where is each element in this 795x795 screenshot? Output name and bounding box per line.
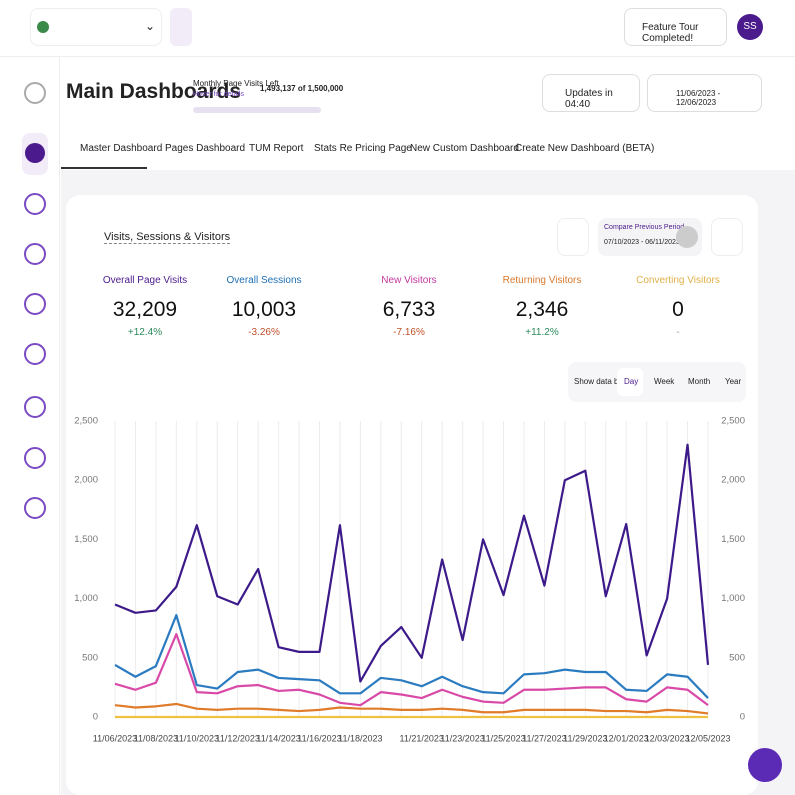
nav-icon[interactable] — [24, 193, 46, 215]
y2-tick-label: 0 — [740, 712, 745, 723]
x-tick-label: 12/05/2023 — [685, 733, 730, 743]
nav-icon[interactable] — [24, 243, 46, 265]
metric: Returning Visitors 2,346 +11.2% — [482, 275, 602, 338]
metric-change: +11.2% — [525, 327, 559, 338]
tab[interactable]: New Custom Dashboard — [410, 143, 519, 154]
quota-hint[interactable]: Hover for details — [193, 91, 244, 98]
tab[interactable]: Stats Re Pricing Page — [314, 143, 412, 154]
period[interactable]: Week — [654, 377, 675, 386]
metric: Converting Visitors 0 - — [618, 275, 738, 338]
nav-icon[interactable] — [24, 396, 46, 418]
y-tick-label: 2,000 — [74, 475, 98, 486]
card — [66, 195, 758, 795]
nav-icon[interactable] — [24, 497, 46, 519]
nav-icon[interactable] — [24, 447, 46, 469]
x-tick-label: 11/18/2023 — [338, 733, 382, 743]
metric-value: 32,209 — [112, 298, 178, 321]
nav-active[interactable] — [22, 133, 48, 175]
metric: Overall Page Visits 32,209 +12.4% — [85, 275, 205, 338]
metric-value: 6,733 — [382, 298, 436, 321]
x-tick-label: 11/29/2023 — [563, 733, 607, 743]
period-active[interactable] — [617, 368, 643, 396]
quota-label: Monthly Page Visits Left — [193, 79, 279, 88]
tab[interactable]: Master Dashboard — [80, 143, 163, 154]
download[interactable] — [557, 218, 589, 256]
tab[interactable]: Pages Dashboard — [165, 143, 246, 154]
y2-tick-label: 1,500 — [721, 534, 745, 545]
metric-label: Overall Sessions — [226, 275, 302, 286]
metric: Overall Sessions 10,003 -3.26% — [204, 275, 324, 338]
x-tick-label: 11/27/2023 — [522, 733, 566, 743]
tab-underline — [61, 167, 147, 169]
page-title: Main Dashboards — [66, 80, 242, 103]
metric-change: -7.16% — [393, 327, 425, 338]
y2-tick-label: 2,500 — [721, 416, 745, 427]
compare-label: Compare Previous Period — [604, 224, 685, 231]
y2-tick-label: 500 — [729, 652, 745, 663]
tour-button[interactable]: Feature Tour Completed! — [624, 8, 727, 46]
chart: 0 500 1,000 1,500 2,000 2,500 0 500 1,000 1,500 2,… — [74, 416, 745, 744]
toggle[interactable] — [676, 226, 698, 248]
topbar — [0, 0, 795, 57]
x-tick-label: 11/10/2023 — [175, 733, 219, 743]
avatar[interactable]: SS — [737, 14, 763, 40]
y2-tick-label: 2,000 — [721, 475, 745, 486]
site-select[interactable]: ⌄ — [30, 8, 162, 46]
x-tick-label: 11/14/2023 — [256, 733, 300, 743]
tab[interactable]: Create New Dashboard (BETA) — [515, 143, 655, 154]
metric-change: +12.4% — [127, 327, 163, 338]
x-tick-label: 12/03/2023 — [645, 733, 690, 743]
metric-value: 10,003 — [231, 298, 297, 321]
x-tick-label: 11/25/2023 — [481, 733, 525, 743]
external-link[interactable] — [170, 8, 192, 46]
date-range[interactable]: 11/06/2023 - 12/06/2023 — [647, 74, 762, 112]
x-tick-label: 11/12/2023 — [215, 733, 259, 743]
sidebar — [0, 57, 60, 795]
y-tick-label: 500 — [82, 652, 98, 663]
metric-value: 0 — [672, 298, 684, 321]
quota-bar — [193, 107, 321, 113]
period[interactable]: Month — [688, 377, 711, 386]
tab[interactable]: TUM Report — [249, 143, 304, 154]
settings[interactable] — [711, 218, 743, 256]
metric-label: New Visitors — [381, 275, 437, 286]
x-tick-label: 12/01/2023 — [604, 733, 649, 743]
compare-range: 07/10/2023 - 06/11/2023 — [604, 239, 680, 246]
y-tick-label: 1,000 — [74, 593, 98, 604]
series-line — [114, 702, 709, 715]
nav-icon[interactable] — [24, 293, 46, 315]
series-line — [114, 614, 709, 699]
chat-button[interactable] — [748, 748, 782, 782]
updates[interactable]: Updates in 04:40 — [542, 74, 640, 112]
nav-icon[interactable] — [24, 343, 46, 365]
x-tick-label: 11/16/2023 — [297, 733, 341, 743]
metric-label: Overall Page Visits — [102, 275, 188, 286]
period-box — [568, 362, 746, 402]
y2-tick-label: 1,000 — [721, 593, 745, 604]
metric-label: Converting Visitors — [636, 275, 720, 286]
x-tick-label: 11/21/2023 — [400, 733, 444, 743]
series-line — [114, 633, 709, 707]
x-tick-label: 11/23/2023 — [440, 733, 484, 743]
card-title: Visits, Sessions & Visitors — [104, 231, 231, 244]
metric-change: - — [676, 327, 680, 338]
period[interactable]: Year — [725, 377, 742, 386]
metric: New Visitors 6,733 -7.16% — [349, 275, 469, 338]
x-tick-label: 11/06/2023 — [93, 733, 137, 743]
nav-icon[interactable] — [24, 82, 46, 104]
period[interactable]: Day — [624, 377, 639, 386]
y-tick-label: 0 — [93, 712, 98, 723]
show-by: Show data by: — [574, 377, 625, 386]
metric-value: 2,346 — [515, 298, 569, 321]
series-line — [114, 443, 710, 683]
metric-label: Returning Visitors — [502, 275, 582, 286]
y-tick-label: 2,500 — [74, 416, 98, 427]
x-tick-label: 11/08/2023 — [134, 733, 178, 743]
metric-change: -3.26% — [248, 327, 280, 338]
quota-value: 1,493,137 of 1,500,000 — [260, 84, 344, 93]
y-tick-label: 1,500 — [74, 534, 98, 545]
